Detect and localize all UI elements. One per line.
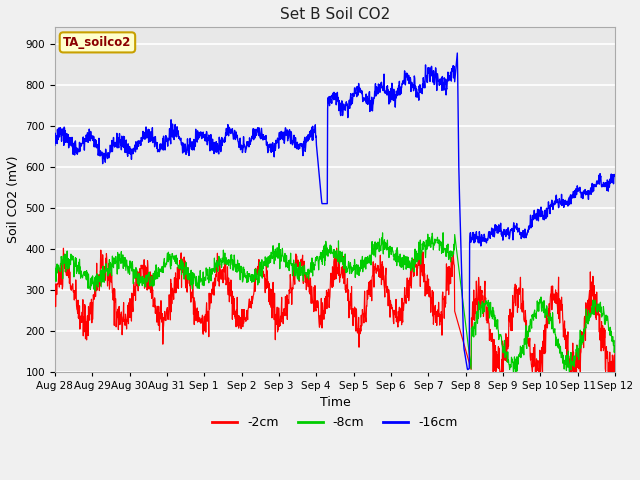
Text: TA_soilco2: TA_soilco2 (63, 36, 132, 49)
Title: Set B Soil CO2: Set B Soil CO2 (280, 7, 390, 22)
Y-axis label: Soil CO2 (mV): Soil CO2 (mV) (7, 156, 20, 243)
Legend: -2cm, -8cm, -16cm: -2cm, -8cm, -16cm (207, 411, 463, 434)
X-axis label: Time: Time (319, 396, 350, 409)
